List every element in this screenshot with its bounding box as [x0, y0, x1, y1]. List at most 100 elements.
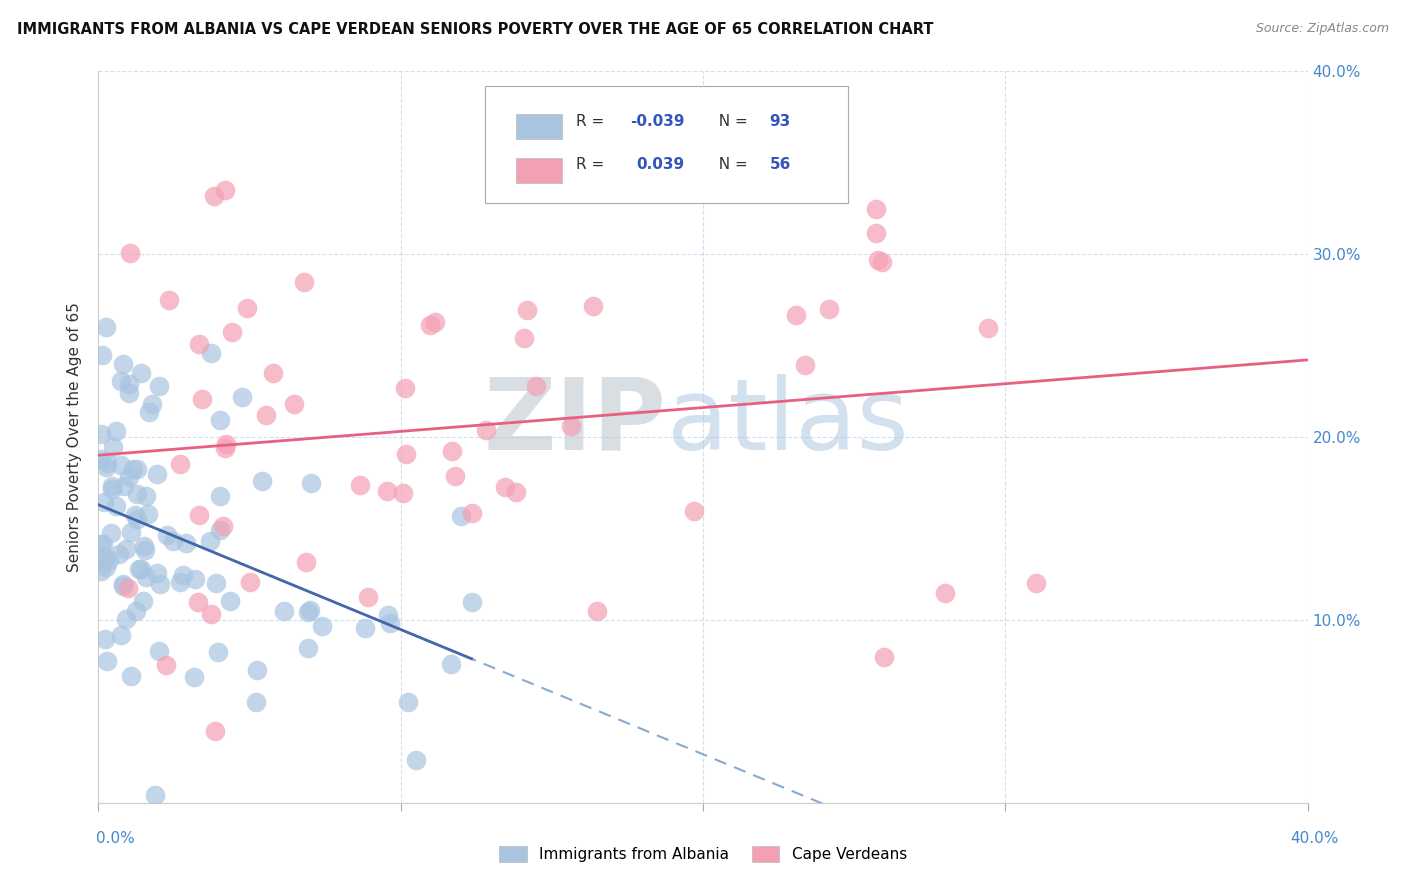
Point [114, 612, 136, 626]
Point [377, 608, 399, 623]
Point [110, 627, 132, 641]
Text: 93: 93 [769, 113, 790, 128]
Point [396, 695, 419, 709]
Point [873, 649, 896, 664]
Point [98, 553, 121, 567]
Point [200, 534, 222, 549]
Point [111, 577, 134, 591]
Point [245, 695, 267, 709]
Point [205, 575, 228, 590]
Point [395, 447, 418, 461]
Point [231, 391, 253, 405]
Point [111, 357, 134, 371]
Point [214, 442, 236, 456]
Point [868, 253, 890, 268]
Point [183, 572, 205, 586]
Point [174, 535, 197, 549]
Point [110, 458, 132, 472]
Point [93, 495, 115, 509]
Point [121, 462, 143, 476]
Point [419, 318, 441, 332]
Point [101, 440, 124, 454]
Point [391, 486, 413, 500]
Point [159, 293, 181, 307]
Point [586, 604, 609, 618]
Point [188, 508, 211, 522]
Legend: Immigrants from Albania, Cape Verdeans: Immigrants from Albania, Cape Verdeans [494, 840, 912, 868]
Point [785, 308, 807, 322]
Point [138, 508, 160, 522]
Point [236, 301, 259, 315]
Text: N =: N = [709, 158, 752, 172]
Point [125, 462, 148, 476]
Point [129, 366, 152, 380]
Point [297, 606, 319, 620]
Point [172, 568, 194, 582]
Point [190, 392, 212, 406]
Point [683, 504, 706, 518]
Point [560, 419, 582, 434]
Point [169, 574, 191, 589]
Point [209, 413, 232, 427]
Point [516, 303, 538, 318]
Point [96, 456, 118, 470]
Point [440, 443, 463, 458]
Point [127, 512, 149, 526]
Point [256, 408, 278, 422]
Text: R =: R = [576, 113, 609, 128]
Point [100, 525, 122, 540]
Point [104, 499, 127, 513]
Point [793, 358, 815, 372]
Point [378, 616, 401, 631]
Point [301, 476, 323, 491]
Point [90, 537, 112, 551]
Point [246, 663, 269, 677]
Point [162, 534, 184, 549]
Point [135, 489, 157, 503]
Point [91, 554, 114, 568]
Point [200, 607, 222, 621]
Point [125, 604, 148, 618]
Point [148, 379, 170, 393]
Point [425, 315, 447, 329]
Point [865, 226, 887, 240]
Point [273, 604, 295, 618]
Point [394, 380, 416, 394]
Point [211, 518, 233, 533]
Point [349, 478, 371, 492]
Text: R =: R = [576, 158, 609, 172]
Point [183, 670, 205, 684]
Text: atlas: atlas [666, 374, 908, 471]
FancyBboxPatch shape [485, 86, 848, 203]
Y-axis label: Seniors Poverty Over the Age of 65: Seniors Poverty Over the Age of 65 [67, 302, 83, 572]
Point [110, 374, 132, 388]
Point [90, 452, 112, 467]
Point [112, 479, 135, 493]
Point [494, 480, 516, 494]
Text: IMMIGRANTS FROM ALBANIA VS CAPE VERDEAN SENIORS POVERTY OVER THE AGE OF 65 CORRE: IMMIGRANTS FROM ALBANIA VS CAPE VERDEAN … [17, 22, 934, 37]
Point [104, 424, 127, 438]
Text: 56: 56 [769, 158, 792, 172]
Point [207, 645, 229, 659]
Point [297, 641, 319, 656]
Point [214, 183, 236, 197]
Point [91, 537, 114, 551]
Point [461, 506, 484, 520]
Point [118, 386, 141, 401]
Point [138, 405, 160, 419]
Point [146, 467, 169, 481]
Text: 0.039: 0.039 [637, 158, 685, 172]
Text: ZIP: ZIP [484, 374, 666, 471]
Point [440, 657, 463, 672]
Point [94, 320, 117, 334]
Point [96, 654, 118, 668]
Point [865, 202, 887, 216]
Point [239, 574, 262, 589]
Point [204, 724, 226, 739]
Point [90, 564, 112, 578]
Point [120, 525, 142, 540]
Point [129, 562, 152, 576]
Text: Source: ZipAtlas.com: Source: ZipAtlas.com [1256, 22, 1389, 36]
Text: -0.039: -0.039 [630, 113, 685, 128]
Point [108, 547, 131, 561]
